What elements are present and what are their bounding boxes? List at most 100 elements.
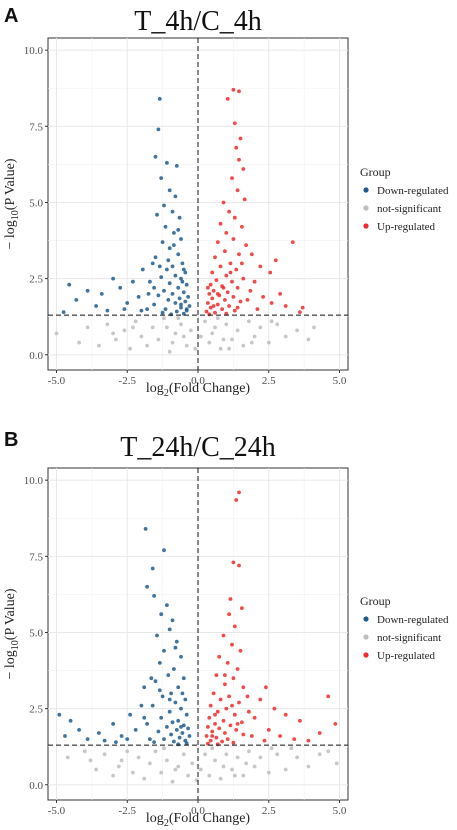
- x-tick-label: 5.0: [333, 375, 347, 387]
- data-point: [159, 275, 164, 279]
- data-point: [326, 749, 331, 754]
- data-point: [210, 331, 215, 336]
- data-point: [218, 264, 223, 269]
- data-point: [227, 209, 232, 214]
- data-point: [156, 729, 161, 734]
- data-point: [143, 527, 148, 531]
- x-tick-label: 0.0: [191, 805, 205, 817]
- y-axis-label: − log10(P Value): [3, 158, 21, 249]
- data-point: [225, 97, 230, 101]
- data-point: [162, 746, 166, 751]
- legend-marker: [363, 205, 369, 211]
- data-point: [180, 261, 185, 266]
- data-point: [231, 740, 236, 745]
- data-point: [153, 749, 158, 754]
- data-point: [163, 307, 168, 311]
- data-point: [208, 282, 213, 287]
- data-point: [300, 305, 305, 310]
- data-point: [221, 337, 226, 342]
- data-point: [139, 334, 144, 339]
- y-tick-label: 0.0: [29, 350, 43, 362]
- data-point: [145, 307, 150, 311]
- data-point: [215, 709, 220, 714]
- data-point: [128, 346, 133, 351]
- data-point: [156, 337, 161, 342]
- data-point: [68, 718, 73, 723]
- data-point: [258, 697, 263, 702]
- data-point: [159, 770, 164, 775]
- data-point: [230, 767, 234, 772]
- data-point: [208, 738, 213, 743]
- data-point: [136, 755, 141, 760]
- data-point: [221, 200, 226, 205]
- y-tick-label: 2.5: [29, 704, 43, 716]
- data-point: [167, 627, 172, 632]
- data-point: [227, 346, 232, 351]
- data-point: [97, 343, 101, 348]
- data-point: [278, 734, 282, 738]
- data-point: [317, 731, 322, 735]
- data-point: [128, 712, 133, 717]
- data-point: [221, 285, 226, 290]
- data-point: [214, 673, 219, 677]
- legend-label: Up-regulated: [377, 650, 436, 662]
- data-point: [224, 311, 229, 316]
- data-point: [221, 718, 226, 723]
- data-point: [179, 322, 183, 327]
- data-point: [207, 715, 212, 720]
- data-point: [183, 299, 188, 304]
- data-point: [206, 285, 210, 290]
- data-point: [180, 279, 185, 284]
- data-point: [232, 712, 237, 717]
- data-point: [136, 295, 141, 299]
- data-point: [181, 311, 186, 316]
- data-point: [169, 732, 174, 737]
- data-point: [245, 298, 250, 302]
- data-point: [150, 566, 155, 571]
- data-point: [174, 309, 179, 314]
- data-point: [179, 725, 183, 729]
- data-point: [258, 325, 263, 330]
- data-point: [85, 325, 90, 330]
- data-point: [162, 316, 166, 321]
- data-point: [210, 746, 215, 751]
- data-point: [223, 249, 227, 254]
- data-point: [217, 726, 222, 731]
- data-point: [111, 331, 115, 336]
- data-point: [186, 726, 191, 731]
- data-point: [220, 307, 225, 311]
- data-point: [232, 121, 237, 126]
- data-point: [142, 685, 147, 690]
- data-point: [170, 340, 175, 345]
- data-point: [317, 752, 322, 757]
- data-point: [203, 752, 208, 757]
- data-point: [225, 737, 230, 741]
- data-point: [99, 292, 104, 296]
- data-point: [181, 290, 186, 295]
- legend-label: Down-regulated: [377, 614, 449, 626]
- data-point: [153, 679, 158, 684]
- data-point: [131, 279, 135, 284]
- data-point: [97, 731, 101, 735]
- x-tick-label: -2.5: [119, 375, 137, 387]
- data-point: [150, 261, 155, 266]
- chart-title: T_4h/C_4h: [134, 6, 262, 37]
- data-point: [266, 770, 271, 775]
- data-point: [231, 295, 236, 299]
- data-point: [232, 308, 237, 313]
- data-point: [167, 697, 172, 702]
- data-point: [173, 645, 178, 650]
- data-point: [186, 773, 191, 778]
- data-point: [160, 694, 165, 699]
- data-point: [114, 740, 118, 744]
- data-point: [181, 752, 186, 757]
- data-point: [214, 278, 219, 282]
- data-point: [159, 176, 164, 181]
- data-point: [85, 737, 90, 741]
- data-point: [157, 688, 162, 693]
- data-point: [148, 279, 152, 284]
- data-point: [166, 298, 171, 302]
- x-tick-label: 2.5: [262, 375, 276, 387]
- data-point: [152, 285, 157, 290]
- data-point: [187, 734, 192, 738]
